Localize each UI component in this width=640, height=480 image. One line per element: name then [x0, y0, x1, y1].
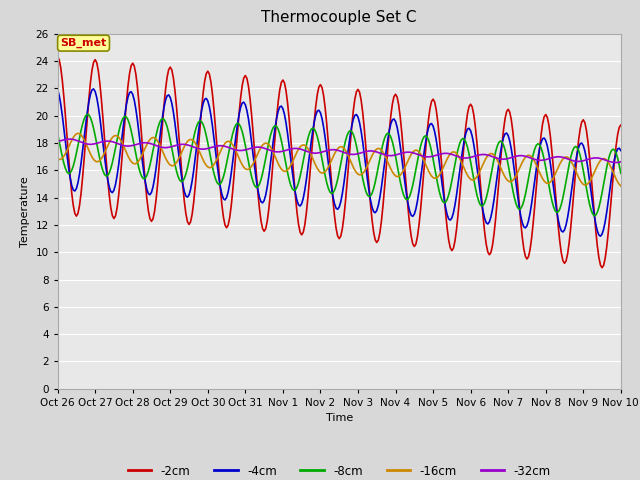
Legend: -2cm, -4cm, -8cm, -16cm, -32cm: -2cm, -4cm, -8cm, -16cm, -32cm	[123, 460, 556, 480]
Y-axis label: Temperature: Temperature	[20, 176, 30, 247]
Title: Thermocouple Set C: Thermocouple Set C	[262, 11, 417, 25]
X-axis label: Time: Time	[326, 413, 353, 423]
Text: SB_met: SB_met	[60, 38, 107, 48]
